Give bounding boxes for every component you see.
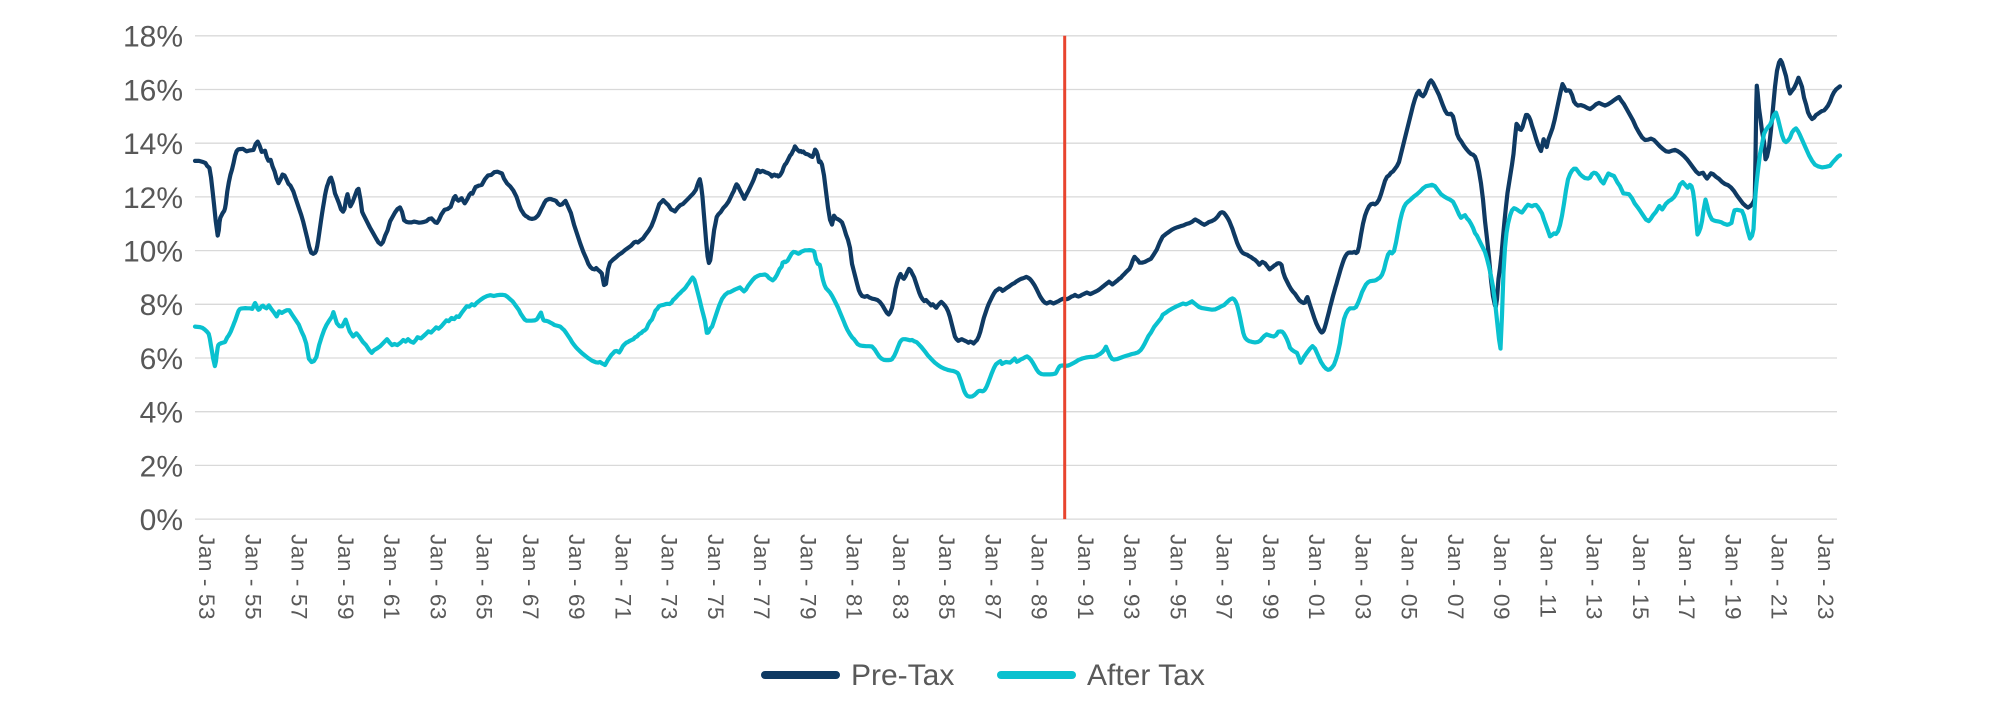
- svg-text:Jan - 99: Jan - 99: [1258, 534, 1283, 620]
- svg-text:Jan - 97: Jan - 97: [1212, 534, 1237, 620]
- svg-text:Jan - 69: Jan - 69: [564, 534, 589, 620]
- svg-text:2%: 2%: [140, 450, 183, 483]
- svg-text:Jan - 67: Jan - 67: [518, 534, 543, 620]
- svg-text:Jan - 59: Jan - 59: [333, 534, 358, 620]
- svg-text:Jan - 83: Jan - 83: [888, 534, 913, 620]
- svg-text:18%: 18%: [123, 21, 183, 54]
- svg-text:Pre-Tax: Pre-Tax: [851, 659, 954, 692]
- svg-text:Jan - 81: Jan - 81: [842, 534, 867, 620]
- svg-text:Jan - 75: Jan - 75: [703, 534, 728, 620]
- svg-text:Jan - 89: Jan - 89: [1027, 534, 1052, 620]
- svg-text:Jan - 53: Jan - 53: [194, 534, 219, 620]
- svg-text:Jan - 07: Jan - 07: [1443, 534, 1468, 620]
- svg-text:Jan - 77: Jan - 77: [749, 534, 774, 620]
- svg-text:Jan - 73: Jan - 73: [657, 534, 682, 620]
- svg-text:Jan - 85: Jan - 85: [934, 534, 959, 620]
- svg-text:Jan - 61: Jan - 61: [379, 534, 404, 620]
- svg-text:Jan - 11: Jan - 11: [1535, 534, 1560, 618]
- svg-text:8%: 8%: [140, 289, 183, 322]
- svg-text:Jan - 71: Jan - 71: [610, 534, 635, 620]
- svg-text:16%: 16%: [123, 74, 183, 107]
- svg-text:6%: 6%: [140, 343, 183, 376]
- svg-text:Jan - 91: Jan - 91: [1073, 534, 1098, 620]
- svg-text:Jan - 05: Jan - 05: [1397, 534, 1422, 620]
- svg-text:Jan - 57: Jan - 57: [287, 534, 312, 620]
- svg-text:Jan - 23: Jan - 23: [1813, 534, 1838, 620]
- svg-text:Jan - 93: Jan - 93: [1119, 534, 1144, 620]
- svg-text:Jan - 13: Jan - 13: [1582, 534, 1607, 620]
- svg-text:4%: 4%: [140, 397, 183, 430]
- svg-text:Jan - 03: Jan - 03: [1350, 534, 1375, 620]
- svg-text:10%: 10%: [123, 236, 183, 269]
- svg-text:Jan - 09: Jan - 09: [1489, 534, 1514, 620]
- svg-text:Jan - 19: Jan - 19: [1720, 534, 1745, 620]
- svg-text:Jan - 17: Jan - 17: [1674, 534, 1699, 620]
- svg-text:Jan - 55: Jan - 55: [240, 534, 265, 620]
- svg-text:Jan - 65: Jan - 65: [472, 534, 497, 620]
- svg-text:Jan - 95: Jan - 95: [1165, 534, 1190, 620]
- svg-text:After Tax: After Tax: [1087, 659, 1205, 692]
- svg-text:Jan - 01: Jan - 01: [1304, 534, 1329, 620]
- svg-text:Jan - 63: Jan - 63: [425, 534, 450, 620]
- svg-text:Jan - 87: Jan - 87: [980, 534, 1005, 620]
- svg-text:Jan - 21: Jan - 21: [1767, 534, 1792, 620]
- svg-text:Jan - 15: Jan - 15: [1628, 534, 1653, 620]
- svg-text:0%: 0%: [140, 504, 183, 537]
- svg-text:12%: 12%: [123, 182, 183, 215]
- svg-text:Jan - 79: Jan - 79: [795, 534, 820, 620]
- svg-text:14%: 14%: [123, 128, 183, 161]
